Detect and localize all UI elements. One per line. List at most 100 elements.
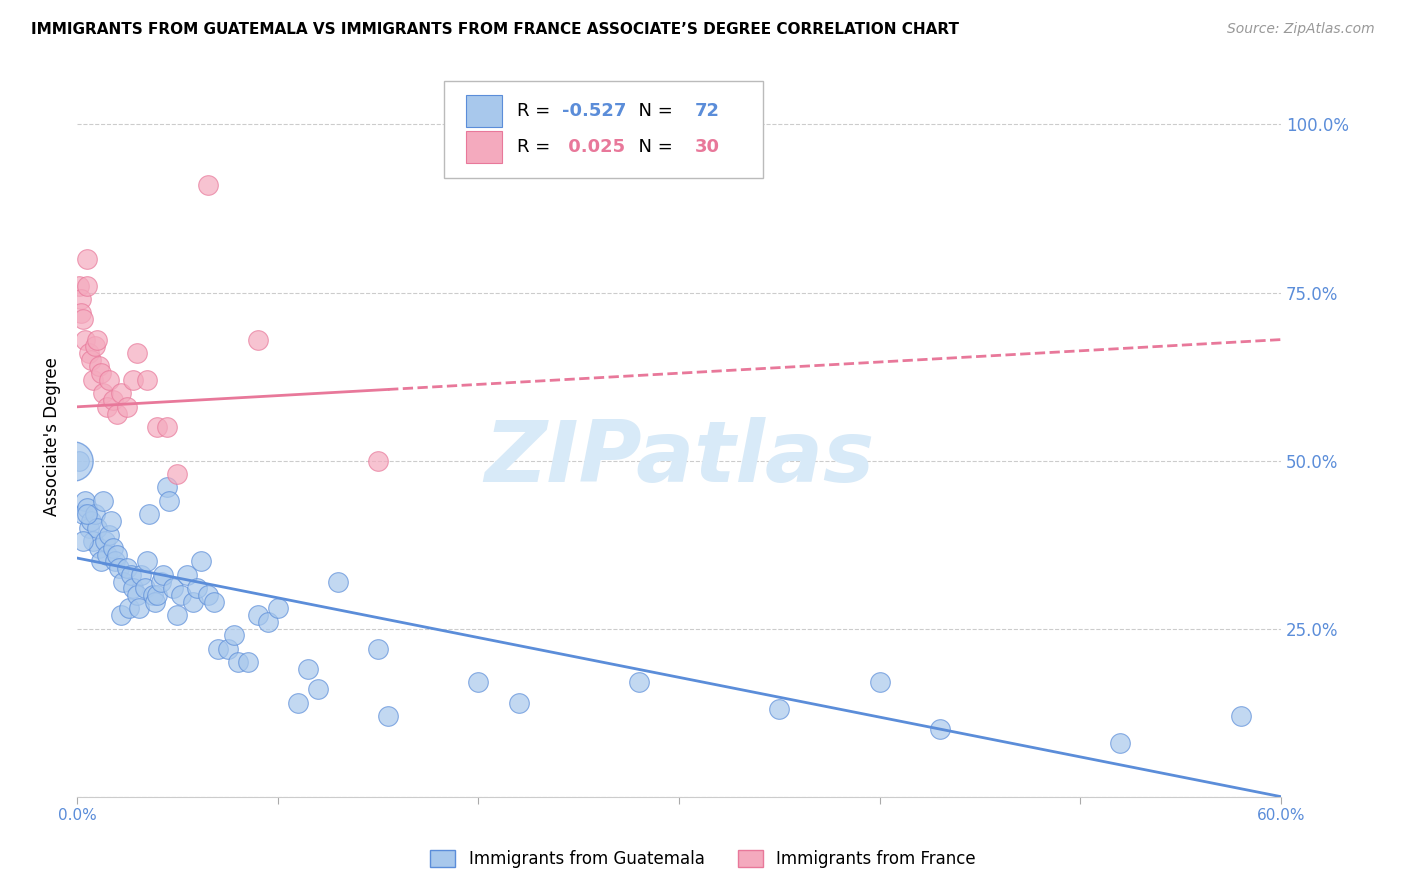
- Point: [297, 662, 319, 676]
- Point: [287, 696, 309, 710]
- Legend: Immigrants from Guatemala, Immigrants from France: Immigrants from Guatemala, Immigrants fr…: [423, 843, 983, 875]
- Point: [96, 548, 118, 562]
- Point: [142, 588, 165, 602]
- Point: [105, 407, 128, 421]
- Text: R =: R =: [516, 138, 555, 156]
- FancyBboxPatch shape: [465, 131, 502, 163]
- Text: IMMIGRANTS FROM GUATEMALA VS IMMIGRANTS FROM FRANCE ASSOCIATE’S DEGREE CORRELATI: IMMIGRANTS FROM GUATEMALA VS IMMIGRANTS …: [31, 22, 959, 37]
- Point: [246, 608, 269, 623]
- Point: [77, 521, 100, 535]
- Point: [136, 554, 159, 568]
- Point: [89, 541, 111, 555]
- Point: [108, 561, 131, 575]
- Text: N =: N =: [627, 103, 679, 120]
- Point: [197, 178, 219, 192]
- Point: [104, 554, 127, 568]
- Point: [143, 595, 166, 609]
- Text: -0.527: -0.527: [562, 103, 627, 120]
- Point: [72, 312, 94, 326]
- Point: [267, 601, 290, 615]
- Point: [75, 494, 97, 508]
- Point: [226, 655, 249, 669]
- Point: [162, 582, 184, 596]
- Point: [150, 574, 173, 589]
- Point: [86, 333, 108, 347]
- Point: [508, 696, 530, 710]
- Point: [98, 527, 121, 541]
- Point: [127, 588, 149, 602]
- Point: [67, 453, 90, 467]
- Point: [62, 453, 84, 467]
- Point: [117, 400, 139, 414]
- Point: [117, 561, 139, 575]
- Point: [136, 373, 159, 387]
- Point: [157, 494, 180, 508]
- Point: [82, 373, 104, 387]
- Point: [768, 702, 790, 716]
- Point: [80, 514, 103, 528]
- Point: [134, 582, 156, 596]
- Point: [76, 252, 98, 266]
- Y-axis label: Associate's Degree: Associate's Degree: [44, 358, 60, 516]
- Point: [156, 480, 179, 494]
- Point: [70, 292, 93, 306]
- Text: ZIPatlas: ZIPatlas: [484, 417, 875, 500]
- Point: [176, 567, 198, 582]
- Point: [76, 500, 98, 515]
- Point: [103, 541, 125, 555]
- Point: [76, 508, 98, 522]
- Point: [76, 278, 98, 293]
- Point: [90, 366, 112, 380]
- Point: [110, 608, 132, 623]
- Point: [94, 534, 117, 549]
- Point: [77, 346, 100, 360]
- Text: 30: 30: [695, 138, 720, 156]
- Point: [166, 467, 188, 481]
- Point: [110, 386, 132, 401]
- Point: [120, 567, 142, 582]
- Point: [112, 574, 135, 589]
- Point: [246, 333, 269, 347]
- Point: [166, 608, 188, 623]
- Point: [146, 420, 169, 434]
- Point: [1230, 709, 1253, 723]
- Point: [156, 420, 179, 434]
- Point: [98, 373, 121, 387]
- Point: [118, 601, 141, 615]
- Point: [256, 615, 278, 629]
- Point: [326, 574, 349, 589]
- Point: [127, 346, 149, 360]
- Point: [122, 373, 145, 387]
- Point: [236, 655, 259, 669]
- Point: [70, 306, 93, 320]
- Point: [869, 675, 891, 690]
- Point: [86, 521, 108, 535]
- Point: [128, 601, 150, 615]
- Point: [170, 588, 193, 602]
- Point: [129, 567, 152, 582]
- Text: N =: N =: [627, 138, 679, 156]
- Point: [217, 641, 239, 656]
- Point: [928, 723, 950, 737]
- Point: [84, 339, 107, 353]
- Point: [105, 548, 128, 562]
- Point: [146, 588, 169, 602]
- Point: [100, 514, 122, 528]
- Text: Source: ZipAtlas.com: Source: ZipAtlas.com: [1227, 22, 1375, 37]
- Point: [183, 595, 205, 609]
- Point: [207, 641, 229, 656]
- FancyBboxPatch shape: [465, 95, 502, 128]
- Point: [96, 400, 118, 414]
- Point: [152, 567, 174, 582]
- FancyBboxPatch shape: [444, 81, 763, 178]
- Text: R =: R =: [516, 103, 555, 120]
- Point: [122, 582, 145, 596]
- Point: [1109, 736, 1132, 750]
- Point: [72, 508, 94, 522]
- Point: [467, 675, 489, 690]
- Point: [627, 675, 650, 690]
- Point: [190, 554, 212, 568]
- Point: [84, 508, 107, 522]
- Point: [72, 534, 94, 549]
- Point: [90, 554, 112, 568]
